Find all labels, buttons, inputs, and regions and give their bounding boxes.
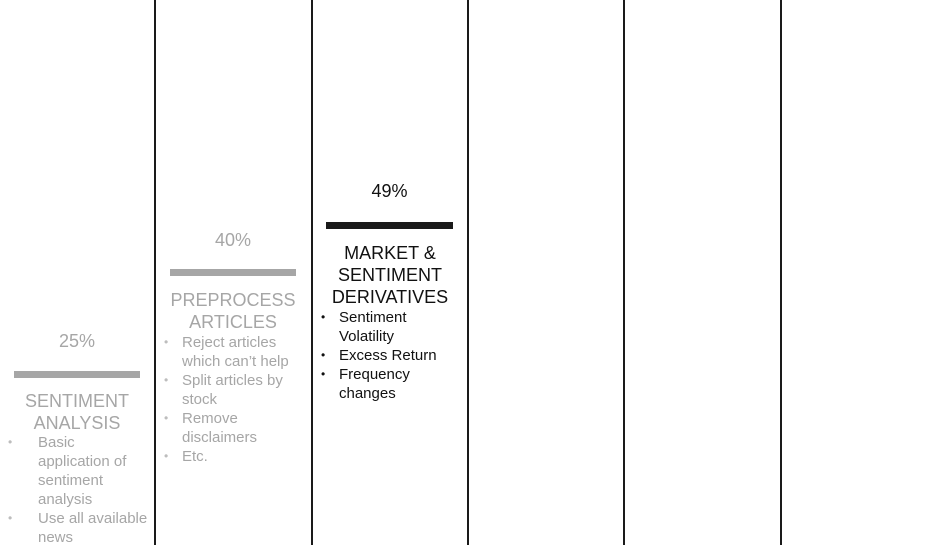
list-item: Etc. — [164, 447, 306, 466]
list-item: Remove disclaimers — [164, 409, 306, 447]
step-percent: 40% — [214, 230, 252, 250]
step-progress-bar — [326, 222, 453, 229]
list-item: Frequency changes — [321, 365, 463, 403]
list-item: Basic application of sentiment analysis — [8, 433, 148, 509]
step-progress-bar — [14, 371, 140, 378]
list-item: Sentiment Volatility — [321, 308, 463, 346]
step-title: MARKET & SENTIMENT DERIVATIVES — [331, 243, 449, 307]
column-divider — [154, 0, 156, 545]
list-item: Reject articles which can’t help — [164, 333, 306, 371]
step-bullet-list: Sentiment Volatility Excess Return Frequ… — [321, 308, 463, 403]
column-divider — [467, 0, 469, 545]
column-divider — [780, 0, 782, 545]
step-percent: 49% — [371, 181, 408, 201]
step-percent: 25% — [58, 331, 96, 351]
column-divider — [623, 0, 625, 545]
step-title: SENTIMENT ANALYSIS — [24, 391, 129, 433]
step-bullet-list: Reject articles which can’t help Split a… — [164, 333, 306, 466]
list-item: Split articles by stock — [164, 371, 306, 409]
step-title: PREPROCESS ARTICLES — [170, 290, 296, 332]
step-bullet-list: Basic application of sentiment analysis … — [8, 433, 148, 547]
column-divider — [311, 0, 313, 545]
list-item: Excess Return — [321, 346, 463, 365]
list-item: Use all available news — [8, 509, 148, 547]
step-progress-bar — [170, 269, 296, 276]
